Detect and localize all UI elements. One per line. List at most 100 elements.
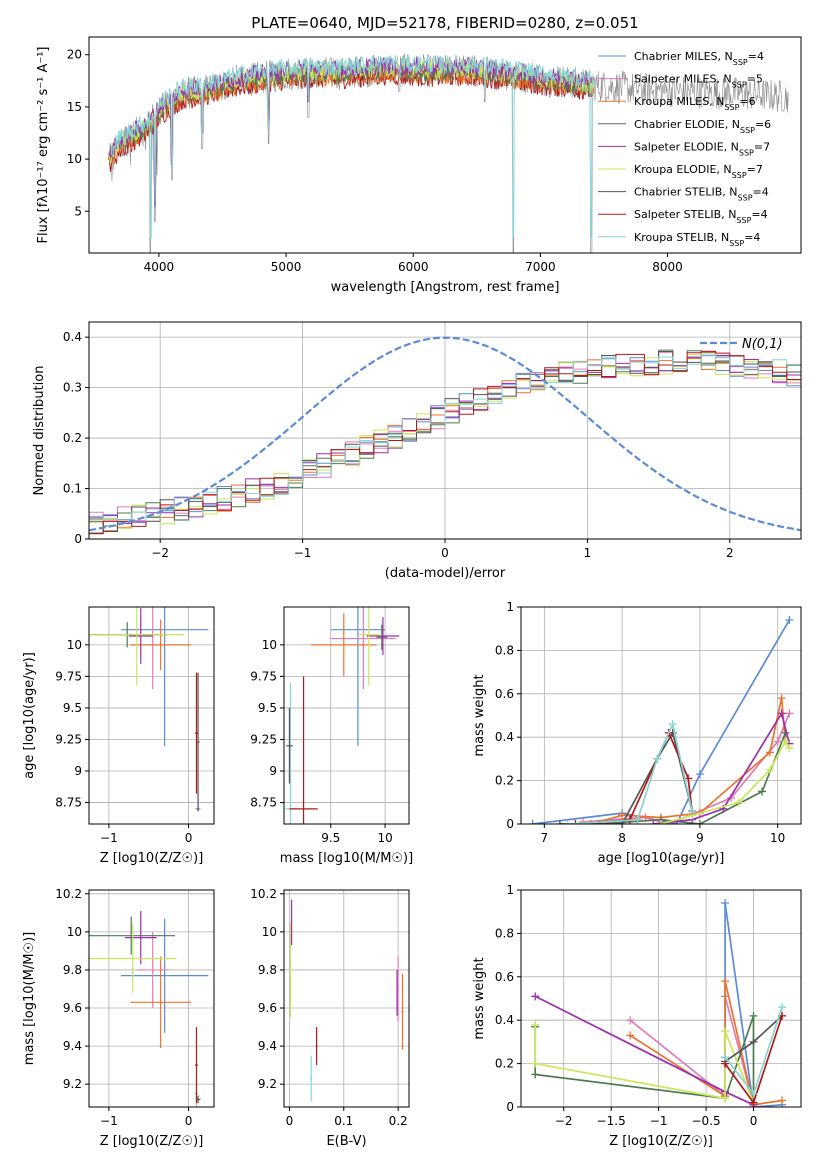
panel-residual_hist: −2 −1 0 1 2 0 0.1 0.2 0.3 0.4 (data-model)/error No… <box>32 321 802 581</box>
y-axis-label: mass weight <box>472 674 487 756</box>
weight-marker-kroupa_stelib <box>563 820 572 824</box>
legend-label-salpeter_stelib: Salpeter STELIB, NSSP=4 <box>634 208 768 225</box>
weight-marker-kroupa_miles <box>777 694 786 703</box>
weight-marker-chabrier_elodie <box>695 820 704 824</box>
weight-marker-kroupa_stelib <box>633 815 642 824</box>
hist-series-kroupa_stelib <box>89 355 801 539</box>
y-tick-label: 10 <box>67 152 82 166</box>
y-tick-label: 10 <box>262 638 277 652</box>
y-tick-label: 8.75 <box>55 796 82 810</box>
legend-label-kroupa_stelib: Kroupa STELIB, NSSP=4 <box>634 231 760 248</box>
x-tick-label: −2 <box>151 546 169 560</box>
y-tick-label: 9.4 <box>258 1039 277 1053</box>
x-tick-label: 9.5 <box>321 831 340 845</box>
plot-area <box>289 899 404 1102</box>
x-tick-label: 7000 <box>525 260 556 274</box>
x-axis-label: Z [log10(Z/Z☉)] <box>609 1134 713 1149</box>
y-tick-label: 0 <box>74 532 82 546</box>
y-tick-label: 9.6 <box>63 1001 82 1015</box>
panel-age_vs_mass: 9.5 10 8.75 9 9.25 9.5 9.75 10 mass [log10(M/M☉)… <box>250 606 413 866</box>
normal-reference-curve <box>89 336 801 532</box>
panel-mass_vs_Z: −1 0 9.2 9.4 9.6 9.8 10 10.2 Z [log10(Z/Z☉)] mass… <box>22 887 215 1149</box>
weight-marker-kroupa_miles <box>626 1031 635 1040</box>
x-tick-label: −1 <box>100 1114 118 1128</box>
hist-legend-label: N(0,1) <box>742 337 783 352</box>
plot-area <box>89 336 801 539</box>
axes-frame <box>283 889 410 1108</box>
legend-text: Kroupa MILES, N <box>634 95 724 108</box>
weight-marker-chabrier_elodie <box>749 1011 758 1020</box>
legend-subscript: SSP <box>736 216 751 225</box>
x-tick-label: 0 <box>286 1114 294 1128</box>
weight-marker-kroupa_stelib <box>688 806 697 815</box>
legend-label-kroupa_miles: Kroupa MILES, NSSP=6 <box>634 95 756 112</box>
legend-text: Chabrier MILES, N <box>634 50 733 63</box>
panel-weight_vs_Z: −2 −1.5 −1 −0.5 0 0 0.2 0.4 0.6 0.8 1 Z [log10(Z/Z☉… <box>472 883 802 1149</box>
weight-marker-kroupa_miles <box>765 748 774 757</box>
weight-marker-salpeter_miles <box>626 1016 635 1025</box>
y-tick-label: 9.5 <box>258 701 277 715</box>
x-axis-label: (data-model)/error <box>385 566 506 581</box>
legend-label-kroupa_elodie: Kroupa ELODIE, NSSP=7 <box>634 163 763 180</box>
legend-count: =6 <box>755 118 771 131</box>
y-tick-label: 9.75 <box>55 669 82 683</box>
y-axis-label: mass [log10(M/M☉)] <box>22 932 37 1065</box>
weight-marker-kroupa_elodie <box>531 1059 540 1068</box>
y-tick-label: 15 <box>67 100 82 114</box>
legend-subscript: SSP <box>729 238 744 247</box>
y-tick-label: 9 <box>269 764 277 778</box>
x-tick-label: 9 <box>696 831 704 845</box>
legend-subscript: SSP <box>732 80 747 89</box>
y-tick-label: 1 <box>506 600 514 614</box>
weight-marker-kroupa_elodie <box>734 798 743 807</box>
weight-marker-chabrier_stelib <box>749 1037 758 1046</box>
legend-count: =5 <box>747 73 763 86</box>
figure-title: PLATE=0640, MJD=52178, FIBERID=0280, z=0… <box>251 14 638 32</box>
axes-frame <box>88 606 215 825</box>
x-tick-label: 7 <box>541 831 549 845</box>
weight-marker-kroupa_elodie <box>721 1027 730 1036</box>
legend-subscript: SSP <box>733 58 748 67</box>
weight-marker-salpeter_miles <box>773 737 782 746</box>
plot-area <box>107 53 789 253</box>
y-tick-label: 10 <box>67 925 82 939</box>
legend-count: =4 <box>748 50 764 63</box>
plot-area <box>285 607 400 824</box>
y-tick-label: 9.2 <box>258 1077 277 1091</box>
axes-frame <box>88 36 802 254</box>
x-axis-label: E(B-V) <box>326 1134 366 1149</box>
weight-marker-chabrier_elodie <box>758 787 767 796</box>
y-tick-label: 0.2 <box>63 431 82 445</box>
x-axis-label: Z [log10(Z/Z☉)] <box>100 851 204 866</box>
y-tick-label: 10.2 <box>250 887 277 901</box>
weight-marker-kroupa_stelib <box>668 720 677 729</box>
legend-label-salpeter_elodie: Salpeter ELODIE, NSSP=7 <box>634 140 770 157</box>
legend-count: =4 <box>753 186 769 199</box>
y-tick-label: 0.8 <box>495 643 514 657</box>
y-axis-label: age [log10(age/yr)] <box>22 652 37 779</box>
y-tick-label: 0 <box>506 817 514 831</box>
legend-count: =4 <box>744 231 760 244</box>
weight-marker-salpeter_elodie <box>649 820 658 824</box>
legend-text: Salpeter STELIB, N <box>634 208 736 221</box>
weight-line-chabrier_miles <box>532 619 791 824</box>
weight-marker-kroupa_elodie <box>781 737 790 746</box>
x-axis-label: mass [log10(M/M☉)] <box>280 851 413 866</box>
panel-mass_vs_ebv: 0 0.1 0.2 9.2 9.4 9.6 9.8 10 10.2 E(B-V) <box>250 887 410 1149</box>
weight-line-chabrier_stelib <box>559 730 693 824</box>
x-tick-label: −2 <box>555 1114 573 1128</box>
y-tick-label: 10 <box>262 925 277 939</box>
legend-text: Salpeter MILES, N <box>634 73 732 86</box>
weight-marker-kroupa_stelib <box>778 1003 787 1012</box>
legend-text: Chabrier ELODIE, N <box>634 118 740 131</box>
x-tick-label: 0 <box>185 831 193 845</box>
legend-label-salpeter_miles: Salpeter MILES, NSSP=5 <box>634 73 763 90</box>
weight-marker-kroupa_miles <box>618 811 627 820</box>
weight-marker-kroupa_elodie <box>785 744 794 753</box>
x-tick-label: 2 <box>726 546 734 560</box>
weight-marker-kroupa_elodie <box>721 1094 730 1103</box>
x-axis-label: age [log10(age/yr)] <box>598 851 725 866</box>
weight-marker-chabrier_miles <box>785 616 794 625</box>
x-tick-label: 0.2 <box>389 1114 408 1128</box>
x-tick-label: 8000 <box>652 260 683 274</box>
